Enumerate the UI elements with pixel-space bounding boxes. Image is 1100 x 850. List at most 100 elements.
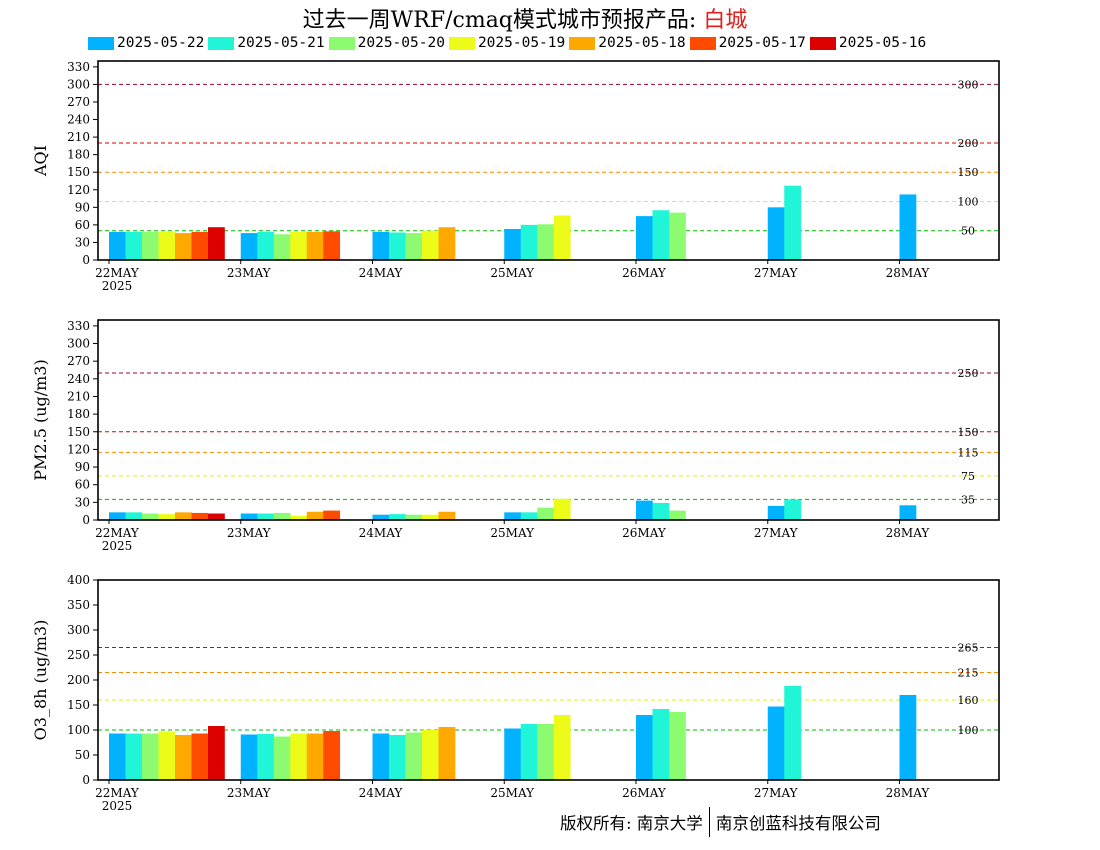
bar bbox=[636, 715, 653, 780]
x-tick-label: 25MAY bbox=[490, 786, 535, 800]
bar bbox=[208, 513, 225, 520]
x-year-label: 2025 bbox=[102, 539, 133, 553]
x-year-label: 2025 bbox=[102, 799, 133, 813]
legend-item: 2025-05-19 bbox=[448, 35, 565, 51]
x-tick-label: 27MAY bbox=[754, 786, 799, 800]
y-tick-label: 0 bbox=[82, 253, 90, 267]
bar bbox=[438, 511, 456, 520]
x-tick-label: 24MAY bbox=[359, 526, 404, 540]
threshold-label: 215 bbox=[958, 667, 979, 680]
bar bbox=[767, 706, 785, 780]
bar bbox=[899, 194, 917, 260]
legend-label: 2025-05-20 bbox=[357, 35, 445, 51]
y-tick-label: 120 bbox=[67, 442, 90, 456]
bar bbox=[422, 730, 439, 780]
bar bbox=[669, 712, 686, 780]
bar bbox=[636, 216, 653, 260]
chart-panel-2: 250 150 115 75 35 0 30 60 90 120 150 180 210 240 270 30… bbox=[31, 319, 1000, 553]
bar bbox=[273, 512, 291, 520]
bar bbox=[389, 232, 406, 260]
threshold-label: 150 bbox=[958, 166, 979, 179]
x-tick-label: 28MAY bbox=[886, 526, 931, 540]
y-tick-label: 90 bbox=[75, 200, 90, 214]
bar bbox=[537, 724, 555, 780]
bar bbox=[553, 215, 571, 260]
x-tick-label: 23MAY bbox=[227, 786, 272, 800]
y-tick-label: 0 bbox=[82, 513, 90, 527]
bar bbox=[158, 231, 176, 260]
page-title: 过去一周WRF/cmaq模式城市预报产品: 白城 bbox=[0, 2, 1050, 34]
threshold-label: 50 bbox=[961, 225, 975, 238]
bar bbox=[290, 231, 308, 260]
bar bbox=[125, 512, 143, 520]
legend-swatch bbox=[689, 36, 716, 50]
threshold-label: 300 bbox=[958, 78, 979, 91]
legend-label: 2025-05-21 bbox=[237, 35, 325, 51]
x-tick-label: 28MAY bbox=[886, 266, 931, 280]
y-axis-title: AQI bbox=[31, 145, 50, 177]
y-tick-label: 50 bbox=[75, 748, 90, 762]
plot-frame bbox=[97, 319, 1000, 521]
threshold-label: 100 bbox=[958, 195, 979, 208]
threshold-label: 150 bbox=[958, 426, 979, 439]
bar bbox=[553, 715, 571, 780]
bar bbox=[537, 224, 555, 260]
y-tick-label: 30 bbox=[75, 235, 90, 249]
y-tick-label: 150 bbox=[67, 425, 90, 439]
bar bbox=[175, 512, 192, 520]
bar bbox=[125, 231, 143, 260]
y-tick-label: 100 bbox=[67, 723, 90, 737]
bar bbox=[257, 734, 275, 780]
bar bbox=[553, 498, 571, 520]
bar bbox=[306, 733, 324, 780]
bar bbox=[504, 512, 522, 520]
bar bbox=[438, 727, 456, 780]
legend-item: 2025-05-22 bbox=[88, 35, 204, 51]
footer: 版权所有: 南京大学 南京创蓝科技有限公司 bbox=[560, 806, 881, 838]
bar bbox=[323, 231, 341, 260]
bar bbox=[142, 513, 159, 520]
x-tick-label: 27MAY bbox=[754, 526, 799, 540]
threshold-label: 250 bbox=[958, 367, 979, 380]
bar bbox=[405, 233, 423, 260]
bar bbox=[125, 733, 143, 780]
chart-panel-3: 265 215 160 100 0 50 100 150 200 250 300 350 400 22MA… bbox=[31, 573, 1000, 813]
title-city: 白城 bbox=[703, 8, 748, 33]
y-tick-label: 330 bbox=[67, 319, 90, 333]
bar bbox=[158, 731, 176, 780]
bar bbox=[669, 510, 686, 520]
x-tick-label: 25MAY bbox=[490, 266, 535, 280]
chart-panel-1: 300 200 150 100 50 0 30 60 90 120 150 180 210 240 270 3… bbox=[31, 60, 1000, 293]
y-tick-label: 150 bbox=[67, 698, 90, 712]
bar bbox=[899, 695, 917, 780]
legend-item: 2025-05-21 bbox=[208, 35, 325, 51]
plot-frame bbox=[97, 60, 1000, 261]
threshold-label: 265 bbox=[958, 642, 979, 655]
bar bbox=[422, 514, 439, 520]
bar bbox=[175, 233, 192, 260]
x-tick-label: 23MAY bbox=[227, 266, 272, 280]
y-tick-label: 300 bbox=[67, 77, 90, 91]
bar bbox=[290, 515, 308, 520]
legend: 2025-05-22 2025-05-21 2025-05-20 2025-05-19… bbox=[88, 35, 930, 53]
legend-label: 2025-05-17 bbox=[718, 35, 806, 51]
y-tick-label: 270 bbox=[67, 354, 90, 368]
legend-item: 2025-05-20 bbox=[328, 35, 445, 51]
bar bbox=[257, 231, 275, 260]
y-tick-label: 210 bbox=[67, 389, 90, 403]
bar bbox=[636, 500, 653, 520]
y-tick-label: 240 bbox=[67, 372, 90, 386]
bar bbox=[273, 234, 291, 260]
y-tick-label: 180 bbox=[67, 148, 90, 162]
bar bbox=[191, 512, 209, 520]
legend-label: 2025-05-16 bbox=[838, 35, 927, 51]
bar bbox=[191, 733, 209, 780]
y-tick-label: 300 bbox=[67, 337, 90, 351]
legend-swatch bbox=[328, 36, 355, 50]
bar bbox=[158, 514, 176, 520]
legend-item: 2025-05-17 bbox=[689, 35, 806, 51]
bar bbox=[240, 734, 258, 780]
copyright-right: 南京创蓝科技有限公司 bbox=[715, 814, 881, 833]
y-axis-title: PM2.5 (ug/m3) bbox=[31, 359, 50, 480]
